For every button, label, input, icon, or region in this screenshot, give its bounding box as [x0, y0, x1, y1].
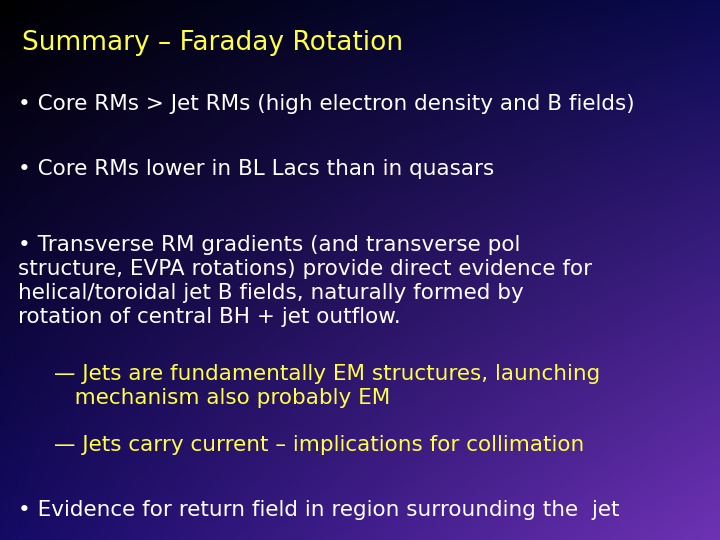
Text: — Jets carry current – implications for collimation: — Jets carry current – implications for … — [54, 435, 584, 455]
Text: • Core RMs lower in BL Lacs than in quasars: • Core RMs lower in BL Lacs than in quas… — [18, 159, 494, 179]
Text: • Evidence for return field in region surrounding the  jet: • Evidence for return field in region su… — [18, 500, 619, 519]
Text: • Core RMs > Jet RMs (high electron density and B fields): • Core RMs > Jet RMs (high electron dens… — [18, 94, 634, 114]
Text: • Transverse RM gradients (and transverse pol
structure, EVPA rotations) provide: • Transverse RM gradients (and transvers… — [18, 235, 592, 327]
Text: Summary – Faraday Rotation: Summary – Faraday Rotation — [22, 30, 402, 56]
Text: — Jets are fundamentally EM structures, launching
   mechanism also probably EM: — Jets are fundamentally EM structures, … — [54, 364, 600, 408]
